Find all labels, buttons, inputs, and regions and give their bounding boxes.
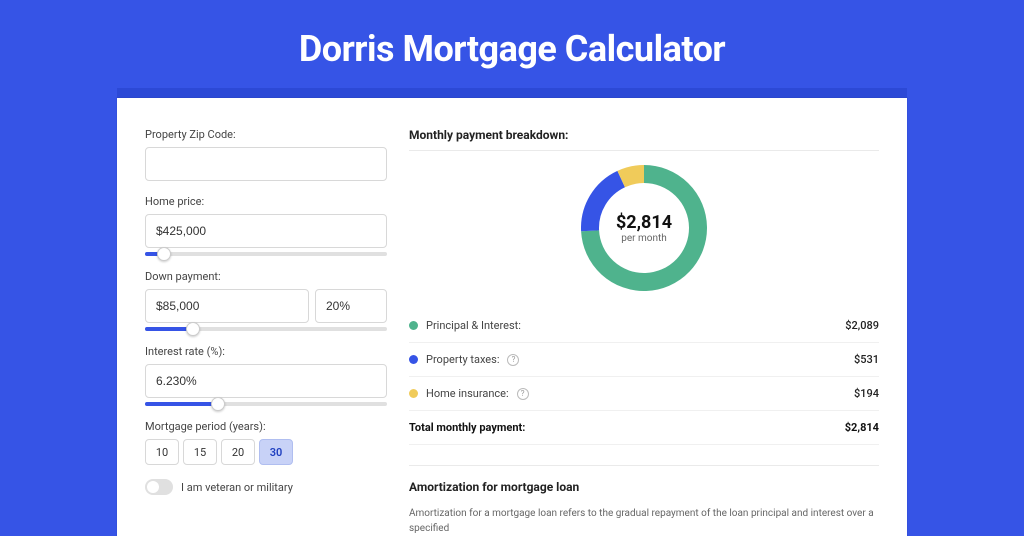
down-payment-row — [145, 289, 387, 323]
down-payment-label: Down payment: — [145, 270, 387, 283]
zip-group: Property Zip Code: — [145, 128, 387, 181]
down-payment-group: Down payment: — [145, 270, 387, 331]
breakdown-title: Monthly payment breakdown: — [409, 128, 879, 151]
info-icon[interactable]: ? — [507, 354, 519, 366]
legend-dot — [409, 389, 418, 398]
home-price-group: Home price: — [145, 195, 387, 256]
page-title: Dorris Mortgage Calculator — [0, 0, 1024, 88]
legend-row: Property taxes:? $531 — [409, 343, 879, 377]
legend-total-label: Total monthly payment: — [409, 421, 525, 434]
period-label: Mortgage period (years): — [145, 420, 387, 433]
amortization-text: Amortization for a mortgage loan refers … — [409, 506, 879, 536]
legend-total-label-text: Total monthly payment: — [409, 421, 525, 434]
donut-amount: $2,814 — [616, 212, 672, 233]
veteran-row: I am veteran or military — [145, 479, 387, 495]
period-btn-15[interactable]: 15 — [183, 439, 217, 465]
interest-slider-thumb[interactable] — [211, 397, 225, 411]
donut-chart: $2,814 per month — [581, 165, 707, 291]
amortization-section: Amortization for mortgage loan Amortizat… — [409, 465, 879, 536]
donut-sub: per month — [621, 233, 667, 244]
interest-slider[interactable] — [145, 402, 387, 406]
calculator-panel: Property Zip Code: Home price: Down paym… — [117, 98, 907, 536]
outer-shadow: Property Zip Code: Home price: Down paym… — [117, 88, 907, 536]
legend-total-row: Total monthly payment: $2,814 — [409, 411, 879, 445]
interest-input[interactable] — [145, 364, 387, 398]
veteran-toggle[interactable] — [145, 479, 173, 495]
donut-center: $2,814 per month — [581, 165, 707, 291]
breakdown-column: Monthly payment breakdown: $2,814 per mo… — [409, 128, 879, 536]
legend-value: $2,089 — [845, 319, 879, 332]
content-row: Property Zip Code: Home price: Down paym… — [117, 98, 907, 536]
legend-value: $194 — [854, 387, 879, 400]
home-price-slider-thumb[interactable] — [157, 247, 171, 261]
veteran-toggle-knob — [147, 481, 159, 493]
info-icon[interactable]: ? — [517, 388, 529, 400]
down-payment-slider[interactable] — [145, 327, 387, 331]
legend-row: Principal & Interest: $2,089 — [409, 309, 879, 343]
zip-input[interactable] — [145, 147, 387, 181]
zip-label: Property Zip Code: — [145, 128, 387, 141]
interest-slider-fill — [145, 402, 218, 406]
donut-wrap: $2,814 per month — [409, 161, 879, 309]
home-price-input[interactable] — [145, 214, 387, 248]
home-price-label: Home price: — [145, 195, 387, 208]
interest-label: Interest rate (%): — [145, 345, 387, 358]
legend-total-value: $2,814 — [845, 421, 879, 434]
period-btn-30[interactable]: 30 — [259, 439, 293, 465]
interest-group: Interest rate (%): — [145, 345, 387, 406]
period-group: Mortgage period (years): 10152030 — [145, 420, 387, 465]
down-payment-slider-thumb[interactable] — [186, 322, 200, 336]
down-payment-input[interactable] — [145, 289, 309, 323]
legend-left: Principal & Interest: — [409, 319, 521, 332]
amortization-title: Amortization for mortgage loan — [409, 480, 879, 494]
down-payment-pct-input[interactable] — [315, 289, 387, 323]
legend-dot — [409, 321, 418, 330]
legend-row: Home insurance:? $194 — [409, 377, 879, 411]
home-price-slider[interactable] — [145, 252, 387, 256]
legend-label: Property taxes: — [426, 353, 499, 366]
period-buttons: 10152030 — [145, 439, 387, 465]
veteran-label: I am veteran or military — [181, 481, 293, 494]
legend-rows: Principal & Interest: $2,089 Property taxe… — [409, 309, 879, 411]
legend-value: $531 — [854, 353, 879, 366]
legend-left: Home insurance:? — [409, 387, 529, 400]
legend-left: Property taxes:? — [409, 353, 519, 366]
legend-label: Home insurance: — [426, 387, 509, 400]
legend-dot — [409, 355, 418, 364]
form-column: Property Zip Code: Home price: Down paym… — [145, 128, 387, 536]
legend-label: Principal & Interest: — [426, 319, 521, 332]
period-btn-20[interactable]: 20 — [221, 439, 255, 465]
period-btn-10[interactable]: 10 — [145, 439, 179, 465]
